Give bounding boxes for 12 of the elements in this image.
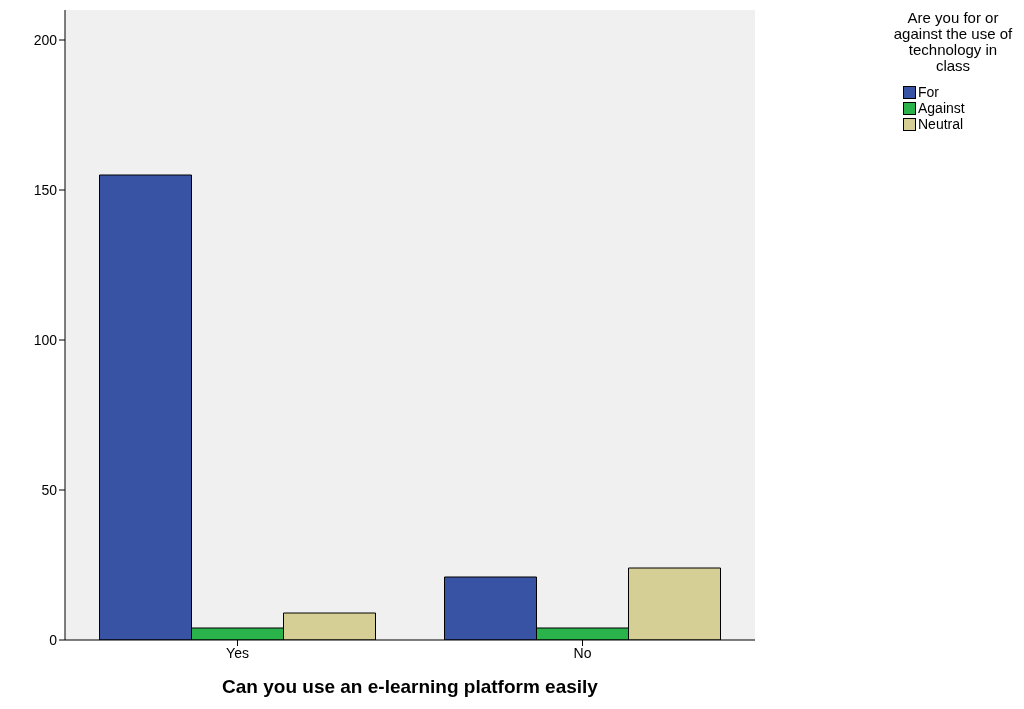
y-tick-label: 100 <box>33 331 58 348</box>
x-axis-title: Can you use an e-learning platform easily <box>222 676 599 697</box>
legend-label: Against <box>918 100 965 116</box>
x-tick-label: Yes <box>226 644 249 661</box>
y-tick-label: 200 <box>33 31 58 48</box>
y-tick-label: 150 <box>33 181 58 198</box>
legend-title: Are you for or against the use of technology in class <box>893 9 1013 74</box>
legend-label: Neutral <box>918 116 964 132</box>
legend-label: For <box>918 84 939 100</box>
y-tick-label: 50 <box>41 481 58 498</box>
x-tick-label: No <box>573 644 592 661</box>
y-tick-label: 0 <box>49 631 58 648</box>
